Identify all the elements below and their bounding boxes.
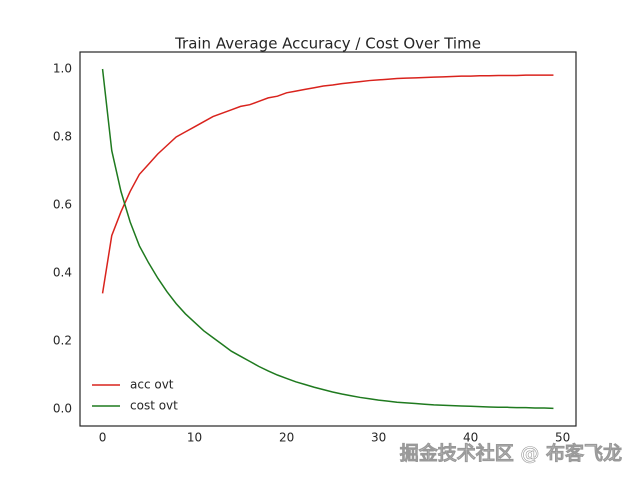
- y-tick-label: 1.0: [53, 62, 72, 76]
- x-tick-label: 30: [371, 431, 386, 445]
- x-tick-label: 20: [279, 431, 294, 445]
- x-tick-label: 10: [187, 431, 202, 445]
- y-tick-label: 0.8: [53, 130, 72, 144]
- legend-label: cost ovt: [130, 399, 178, 413]
- plot-frame: [79, 51, 577, 427]
- data-line: [101, 74, 554, 294]
- y-tick-label: 0.4: [53, 266, 72, 280]
- x-tick-label: 0: [99, 431, 107, 445]
- x-tick-label: 50: [555, 431, 570, 445]
- legend-label: acc ovt: [130, 378, 174, 392]
- y-tick-label: 0.6: [53, 198, 72, 212]
- x-tick-label: 40: [463, 431, 478, 445]
- y-tick-label: 0.0: [53, 402, 72, 416]
- chart-title: Train Average Accuracy / Cost Over Time: [174, 35, 481, 53]
- data-line: [101, 68, 554, 410]
- watermark: 掘金技术社区 @ 布客飞龙: [400, 442, 622, 465]
- y-tick-label: 0.2: [53, 334, 72, 348]
